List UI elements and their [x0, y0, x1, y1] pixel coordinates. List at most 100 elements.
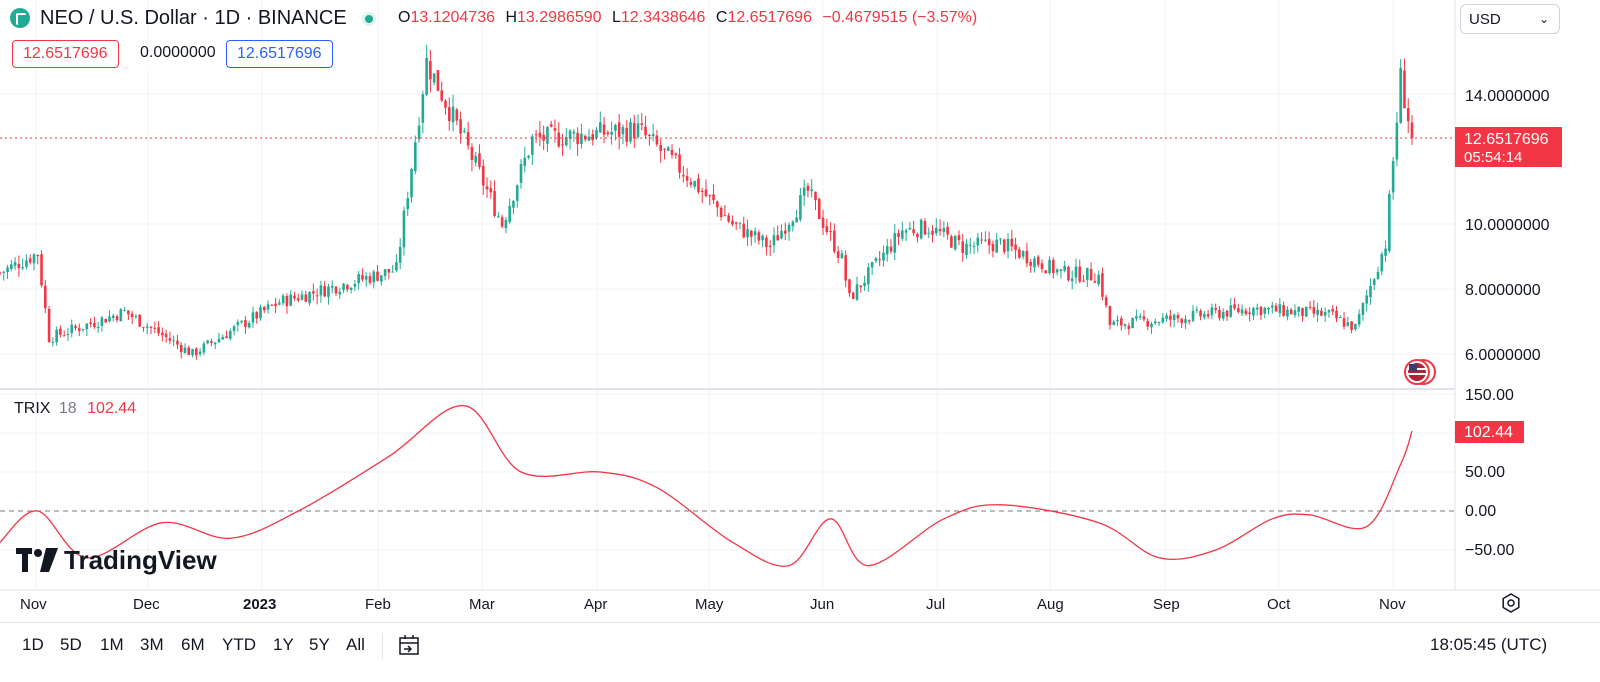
candle-body	[376, 272, 379, 281]
candle-body	[1018, 249, 1021, 257]
range-all-button[interactable]: All	[346, 635, 365, 655]
candle-body	[1033, 258, 1036, 267]
utc-clock[interactable]: 18:05:45 (UTC)	[1430, 635, 1547, 655]
candle-body	[78, 328, 81, 331]
range-1m-button[interactable]: 1M	[100, 635, 124, 655]
candle-body	[169, 338, 172, 340]
candle-body	[618, 122, 621, 136]
candle-body	[588, 137, 591, 141]
candle-body	[965, 244, 968, 255]
time-tick: Aug	[1037, 596, 1064, 613]
candle-body	[1014, 245, 1017, 250]
candle-body	[1075, 267, 1078, 278]
flag-icon[interactable]	[1405, 360, 1435, 384]
range-6m-button[interactable]: 6M	[181, 635, 205, 655]
settings-icon[interactable]	[1503, 594, 1519, 612]
candle-body	[444, 101, 447, 108]
candle-body	[486, 186, 489, 189]
candle-body	[863, 283, 866, 286]
candle-body	[542, 135, 545, 141]
price-tick: 8.0000000	[1465, 282, 1541, 299]
candle-body	[814, 192, 817, 200]
candle-body	[33, 254, 36, 263]
candle-body	[116, 316, 119, 320]
candle-body	[127, 310, 130, 314]
time-tick: Jul	[926, 596, 945, 613]
candle-body	[916, 234, 919, 237]
candle-body	[1392, 161, 1395, 192]
candle-body	[2, 272, 5, 273]
symbol-title[interactable]: NEO / U.S. Dollar · 1D · BINANCE	[40, 7, 347, 30]
candle-body	[1003, 240, 1006, 252]
candle-body	[501, 217, 504, 226]
status-icon[interactable]	[362, 12, 376, 26]
candle-body	[10, 264, 13, 269]
price-change: −0.4679515 (−3.57%)	[822, 9, 977, 26]
candle-body	[210, 341, 213, 343]
candle-body	[637, 123, 640, 137]
candle-body	[305, 295, 308, 302]
sell-price-button[interactable]: 12.6517696	[12, 40, 119, 68]
candle-body	[493, 191, 496, 216]
candle-body	[554, 128, 557, 131]
candle-body	[1135, 316, 1138, 318]
candle-body	[342, 284, 345, 290]
ohlc-value: 12.6517696	[727, 9, 812, 26]
candle-body	[803, 188, 806, 196]
candle-body	[727, 215, 730, 221]
candle-body	[603, 124, 606, 134]
range-1d-button[interactable]: 1D	[22, 635, 44, 655]
range-5y-button[interactable]: 5Y	[309, 635, 330, 655]
candle-body	[206, 340, 209, 343]
currency-value: USD	[1469, 11, 1501, 28]
candle-body	[1026, 251, 1029, 264]
range-1y-button[interactable]: 1Y	[273, 635, 294, 655]
candle-body	[837, 251, 840, 258]
candle-body	[1086, 268, 1089, 280]
candle-body	[1207, 314, 1210, 316]
candle-body	[437, 70, 440, 91]
candle-body	[539, 133, 542, 137]
tradingview-logo[interactable]: TradingView	[16, 545, 217, 576]
candle-body	[150, 327, 153, 328]
ohlc-value: 13.2986590	[517, 9, 602, 26]
candle-body	[1203, 314, 1206, 318]
candle-body	[973, 246, 976, 247]
candle-body	[108, 316, 111, 321]
candle-body	[958, 235, 961, 240]
buy-price-button[interactable]: 12.6517696	[226, 40, 333, 68]
candle-body	[984, 240, 987, 241]
candle-body	[1396, 123, 1399, 160]
candle-body	[1146, 321, 1149, 327]
range-5d-button[interactable]: 5D	[60, 635, 82, 655]
candle-body	[399, 247, 402, 263]
candle-body	[1369, 286, 1372, 297]
trix-value-text: 102.44	[1464, 424, 1513, 441]
time-axis[interactable]: Nov Dec 2023 Feb Mar Apr May Jun Jul Aug…	[20, 596, 1406, 613]
date-range-icon[interactable]	[396, 633, 422, 659]
candle-body	[1094, 281, 1097, 283]
candle-body	[471, 147, 474, 160]
last-price-value: 12.6517696	[1464, 131, 1549, 148]
candle-body	[686, 176, 689, 181]
trix-legend-value: 102.44	[87, 400, 136, 417]
candle-body	[244, 320, 247, 327]
candle-body	[875, 258, 878, 261]
range-3m-button[interactable]: 3M	[140, 635, 164, 655]
candle-body	[240, 321, 243, 323]
range-ytd-button[interactable]: YTD	[222, 635, 256, 655]
candle-body	[746, 229, 749, 237]
candle-body	[286, 296, 289, 306]
candle-body	[512, 201, 515, 208]
candle-body	[252, 312, 255, 322]
price-tick: 10.0000000	[1465, 217, 1550, 234]
candle-body	[856, 284, 859, 299]
price-chart[interactable]: 14.0000000 10.0000000 8.0000000 6.000000…	[0, 0, 1600, 622]
candle-body	[1309, 307, 1312, 308]
currency-select[interactable]: USD ⌄	[1460, 4, 1560, 34]
candle-body	[625, 128, 628, 142]
candle-body	[1347, 322, 1350, 326]
trix-legend[interactable]: TRIX 18 102.44	[14, 400, 136, 418]
candle-body	[25, 260, 28, 267]
time-tick: Feb	[365, 596, 391, 613]
